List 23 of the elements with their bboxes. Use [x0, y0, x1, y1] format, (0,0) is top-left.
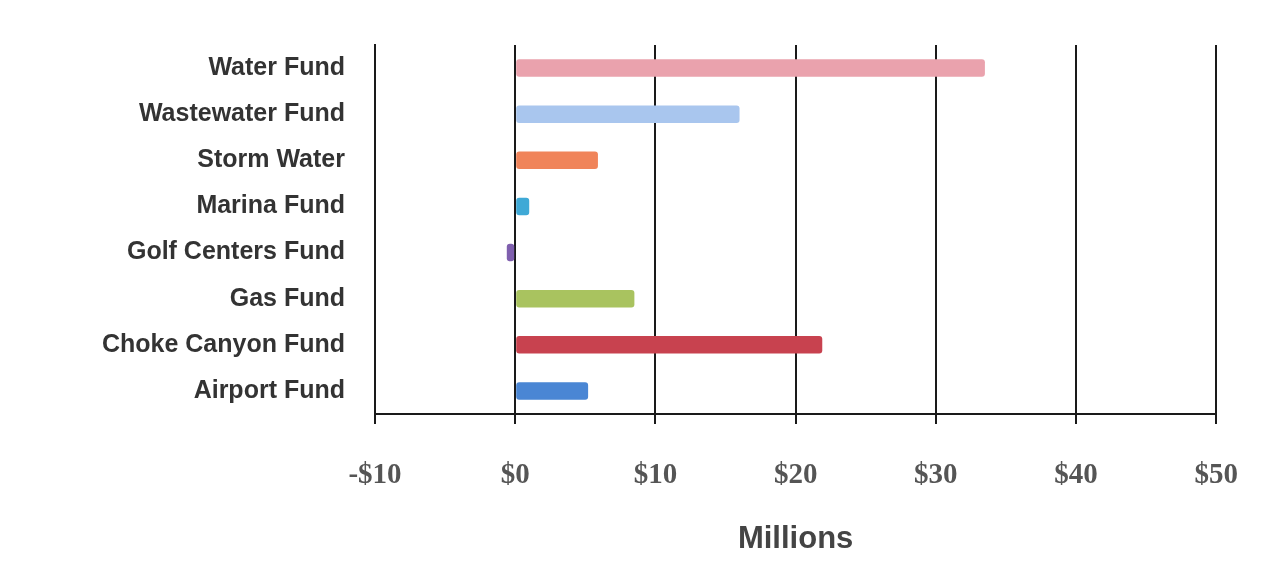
y-tick-label: Water Fund	[208, 51, 345, 80]
bar	[516, 336, 823, 354]
bar	[516, 105, 740, 123]
x-tick-label: $20	[773, 456, 818, 489]
y-tick-label: Marina Fund	[196, 190, 345, 219]
y-tick-label: Golf Centers Fund	[126, 236, 345, 265]
bar	[516, 151, 598, 170]
y-tick-label: Airport Fund	[193, 374, 345, 403]
y-tick-label: Gas Fund	[229, 282, 345, 311]
x-tick-label: $30	[914, 456, 958, 489]
y-tick-label: Wastewater Fund	[138, 98, 345, 127]
x-axis-title: Millions	[737, 519, 854, 555]
bar	[516, 382, 589, 400]
x-tick-label: $40	[1054, 456, 1098, 489]
y-tick-label: Choke Canyon Fund	[101, 328, 345, 357]
y-tick-label: Storm Water	[197, 144, 346, 173]
x-tick-label: $50	[1194, 456, 1238, 489]
bar	[516, 59, 985, 77]
x-tick-label: -$10	[348, 456, 402, 489]
bar	[516, 197, 530, 216]
bar	[516, 289, 635, 308]
x-tick-label: $10	[633, 456, 678, 489]
x-tick-label: $0	[500, 456, 530, 489]
